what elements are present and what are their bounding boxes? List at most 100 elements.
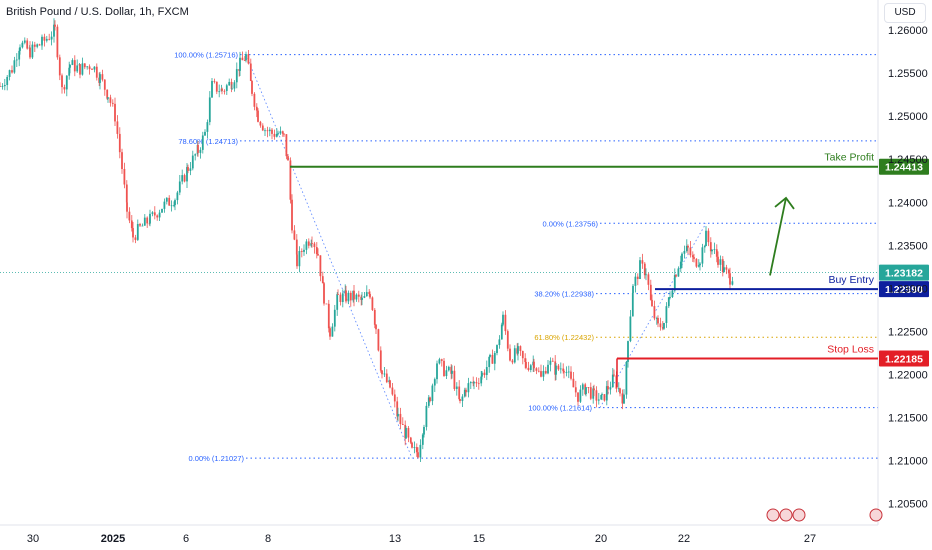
candle-body bbox=[593, 388, 595, 391]
candle-body bbox=[613, 374, 615, 376]
candle-body bbox=[18, 50, 21, 60]
time-tick-label: 30 bbox=[27, 533, 39, 545]
candle-body bbox=[361, 297, 363, 300]
candle-body bbox=[45, 38, 48, 41]
candle-body bbox=[38, 44, 41, 46]
candle-body bbox=[621, 393, 624, 404]
event-flag-icon[interactable] bbox=[766, 508, 780, 522]
candle-body bbox=[709, 242, 712, 252]
candle-body bbox=[685, 245, 688, 251]
time-tick-label: 8 bbox=[265, 533, 271, 545]
candle-body bbox=[8, 70, 11, 77]
candle-body bbox=[506, 331, 509, 349]
candle-body bbox=[537, 370, 540, 372]
event-flag-icon[interactable] bbox=[869, 508, 883, 522]
time-tick-label: 2025 bbox=[101, 533, 125, 545]
candle-body bbox=[56, 26, 59, 58]
candle-body bbox=[517, 346, 519, 354]
candle-body bbox=[587, 387, 590, 388]
candle-body bbox=[149, 213, 151, 224]
candle-body bbox=[603, 394, 606, 401]
candle-body bbox=[519, 346, 522, 352]
candle-body bbox=[511, 360, 514, 363]
candle-body bbox=[285, 134, 288, 157]
candle-body bbox=[253, 93, 256, 107]
candle-body bbox=[581, 384, 584, 390]
fib-level-label: 100.00% (1.21614) bbox=[528, 404, 592, 413]
candle-body bbox=[697, 265, 700, 267]
candle-body bbox=[481, 372, 483, 377]
candle-body bbox=[329, 328, 331, 337]
candle-body bbox=[103, 79, 106, 90]
candle-body bbox=[281, 131, 284, 134]
candle-body bbox=[310, 243, 313, 246]
candle-body bbox=[693, 257, 695, 259]
candle-body bbox=[433, 379, 436, 386]
candle-body bbox=[667, 297, 670, 307]
candle-body bbox=[683, 250, 686, 254]
candle-body bbox=[58, 57, 61, 76]
candle-body bbox=[458, 386, 461, 400]
candle-body bbox=[719, 259, 722, 265]
candle-body bbox=[289, 160, 292, 200]
candle-body bbox=[524, 358, 527, 363]
candle-body bbox=[413, 447, 416, 448]
candle-body bbox=[116, 121, 119, 134]
candle-body bbox=[204, 131, 206, 136]
candle-body bbox=[279, 131, 282, 134]
event-flag-icon[interactable] bbox=[779, 508, 793, 522]
target-arrow-shaft bbox=[769, 197, 787, 276]
candle-body bbox=[349, 292, 352, 301]
candle-body bbox=[275, 133, 278, 137]
candle-body bbox=[247, 54, 250, 64]
candle-body bbox=[3, 84, 6, 87]
candle-body bbox=[183, 175, 186, 182]
currency-button[interactable]: USD bbox=[884, 3, 926, 23]
candle-body bbox=[321, 276, 324, 284]
event-flag-icon[interactable] bbox=[792, 508, 806, 522]
candle-body bbox=[385, 373, 388, 383]
candle-body bbox=[235, 69, 238, 83]
candle-body bbox=[101, 74, 104, 80]
candle-body bbox=[611, 374, 614, 388]
candle-body bbox=[419, 444, 422, 458]
candle-body bbox=[121, 152, 123, 169]
candle-body bbox=[296, 254, 298, 267]
candle-body bbox=[231, 88, 233, 90]
candle-body bbox=[498, 339, 501, 346]
candle-body bbox=[130, 220, 133, 229]
candle-body bbox=[41, 36, 43, 45]
candle-body bbox=[729, 273, 731, 285]
candle-body bbox=[15, 59, 18, 61]
candle-body bbox=[695, 258, 698, 267]
candle-body bbox=[549, 360, 552, 365]
candle-body bbox=[339, 294, 342, 303]
candle-body bbox=[540, 371, 542, 377]
candle-body bbox=[651, 299, 653, 307]
candle-body bbox=[341, 293, 344, 303]
candle-body bbox=[125, 184, 128, 203]
candle-body bbox=[675, 275, 677, 277]
candle-body bbox=[109, 97, 112, 103]
candle-body bbox=[379, 350, 382, 371]
candle-body bbox=[504, 314, 507, 332]
candle-body bbox=[353, 290, 355, 300]
candle-body bbox=[139, 224, 141, 226]
candles bbox=[0, 18, 734, 463]
price-tick-label: 1.20500 bbox=[888, 498, 928, 510]
candle-body bbox=[151, 212, 154, 214]
candle-body bbox=[277, 133, 279, 135]
candle-body bbox=[268, 129, 271, 132]
candle-body bbox=[197, 144, 199, 153]
candle-body bbox=[567, 371, 570, 373]
candle-body bbox=[271, 129, 273, 134]
trade-level-price-text: 1.24413 bbox=[885, 162, 923, 174]
candle-body bbox=[211, 81, 213, 98]
candle-body bbox=[228, 81, 231, 86]
candle-body bbox=[194, 154, 197, 156]
candle-body bbox=[509, 348, 511, 361]
candle-body bbox=[311, 243, 313, 244]
candle-body bbox=[31, 44, 34, 58]
